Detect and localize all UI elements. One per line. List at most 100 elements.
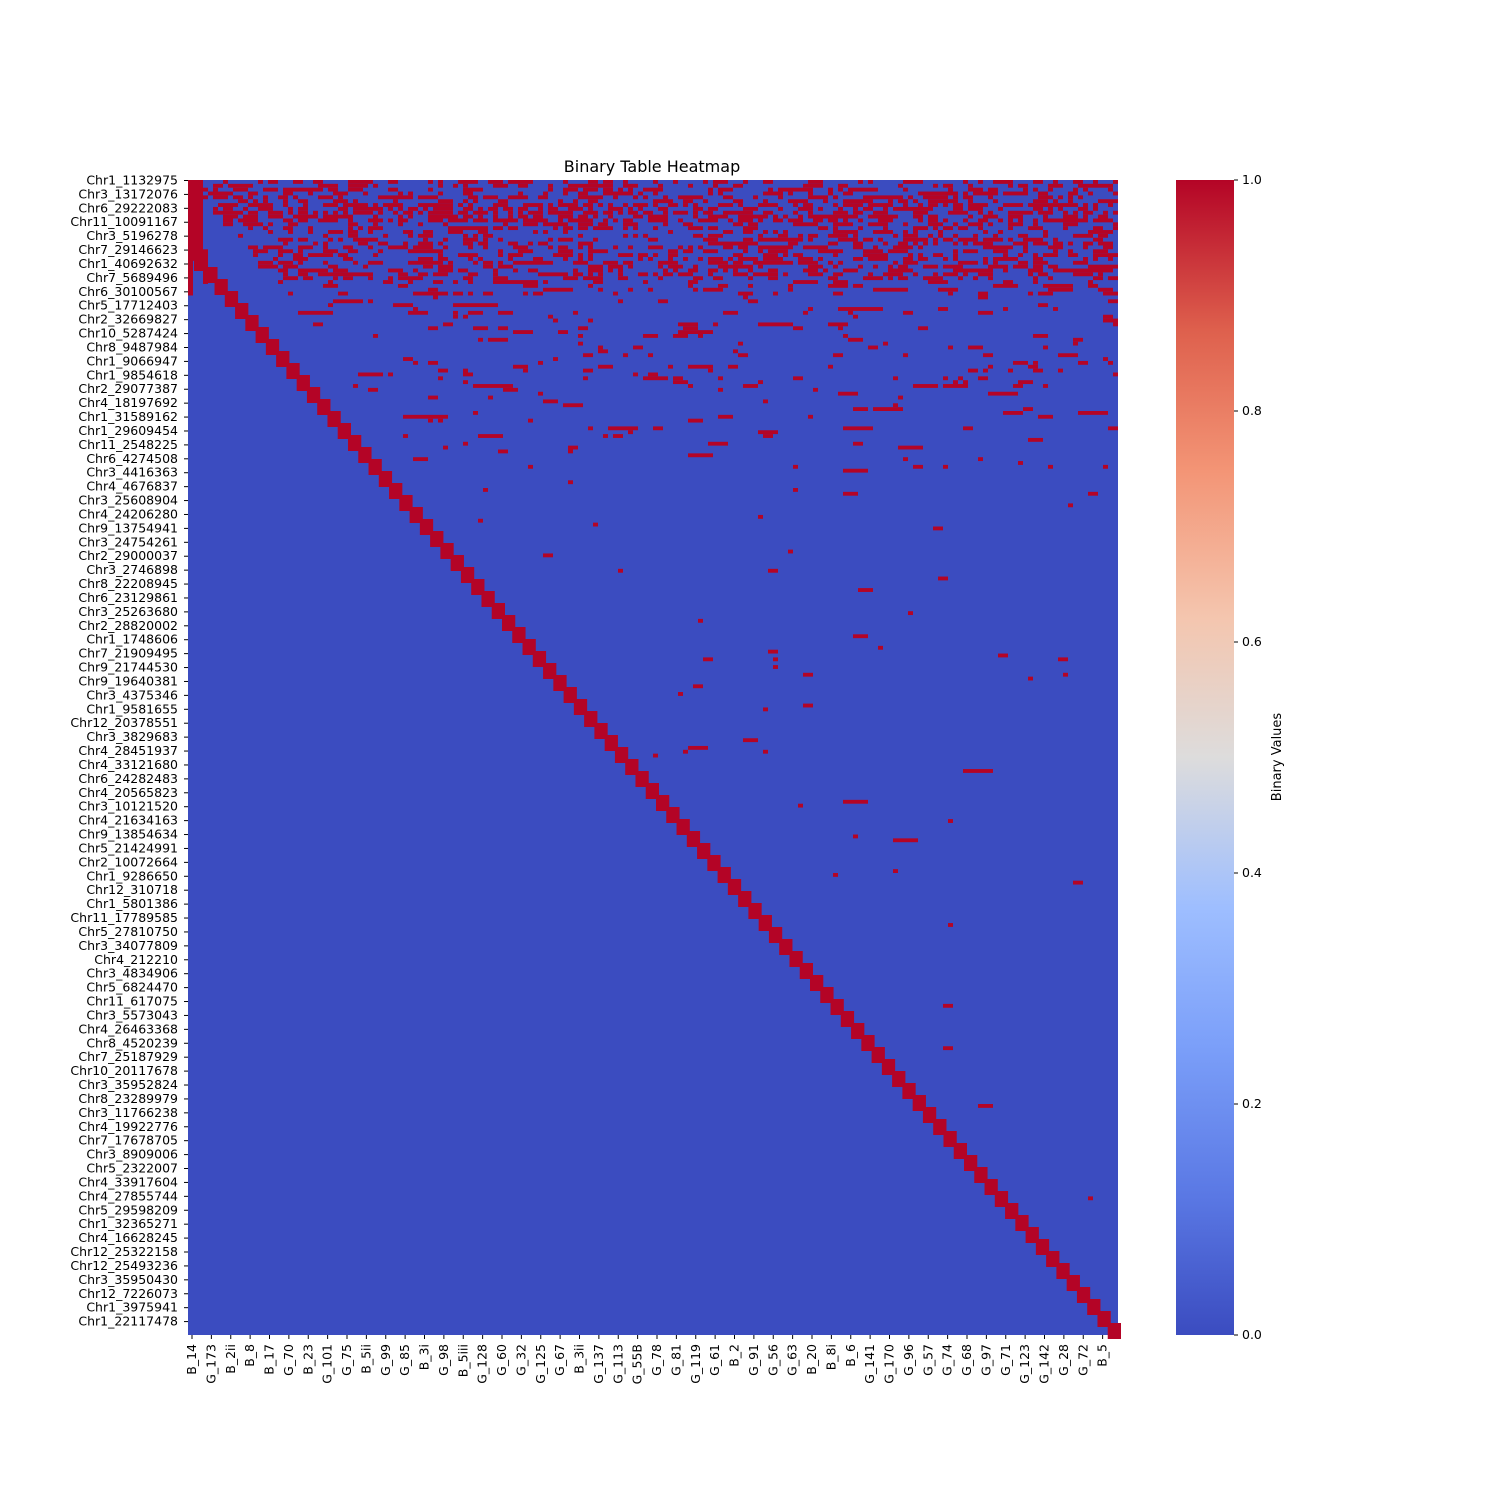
heatmap-cell	[678, 245, 683, 250]
heatmap-cell	[383, 203, 403, 207]
heatmap-cell	[893, 206, 933, 211]
heatmap-cell	[488, 206, 498, 211]
heatmap-cell	[458, 203, 463, 207]
heatmap-cell	[543, 287, 573, 292]
heatmap-cell	[943, 203, 948, 207]
heatmap-cell	[558, 203, 578, 207]
heatmap-cell	[663, 272, 673, 277]
heatmap-cell	[308, 253, 333, 257]
heatmap-cell	[913, 464, 923, 469]
heatmap-cell	[288, 210, 293, 215]
heatmap-cell	[733, 199, 743, 204]
heatmap-cell	[453, 314, 458, 319]
heatmap-cell	[528, 210, 543, 215]
heatmap-diagonal-cell	[881, 1059, 896, 1075]
heatmap-diagonal-cell	[840, 1011, 855, 1027]
heatmap-cell	[758, 237, 803, 242]
heatmap-cell	[593, 237, 598, 242]
heatmap-cell	[393, 210, 398, 215]
heatmap-cell	[233, 195, 243, 200]
heatmap-cell	[318, 195, 333, 200]
heatmap-cell	[343, 257, 353, 261]
heatmap-cell	[558, 214, 573, 219]
heatmap-cell	[843, 426, 873, 431]
heatmap-cell	[803, 183, 823, 188]
heatmap-cell	[653, 753, 658, 758]
x-tick-label: G_61	[707, 1344, 722, 1376]
heatmap-cell	[213, 195, 228, 200]
heatmap-cell	[498, 237, 503, 242]
heatmap-cell	[263, 199, 268, 204]
heatmap-cell	[653, 180, 658, 184]
heatmap-cell	[283, 272, 288, 277]
x-tick-label: G_142	[1037, 1344, 1052, 1384]
heatmap-cell	[708, 226, 718, 231]
heatmap-cell	[1028, 437, 1043, 442]
heatmap-cell	[638, 272, 648, 277]
heatmap-cell	[498, 449, 508, 454]
heatmap-cell	[708, 268, 718, 273]
heatmap-cell	[1098, 287, 1113, 292]
heatmap-cell	[313, 322, 323, 327]
heatmap-cell	[758, 322, 793, 327]
x-tick-label: G_63	[785, 1344, 800, 1376]
heatmap-cell	[693, 203, 698, 207]
heatmap-cell	[1103, 245, 1113, 250]
heatmap-cell	[733, 349, 738, 354]
heatmap-cell	[978, 291, 988, 296]
heatmap-cell	[453, 280, 458, 284]
heatmap-cell	[333, 268, 348, 273]
heatmap-cell	[1113, 372, 1118, 377]
heatmap-cell	[403, 434, 408, 438]
heatmap-cell	[913, 226, 928, 231]
heatmap-cell	[423, 230, 433, 234]
heatmap-cell	[468, 291, 473, 296]
heatmap-cell	[678, 322, 698, 327]
heatmap-cell	[928, 233, 933, 238]
heatmap-cell	[398, 218, 408, 223]
heatmap-cell	[343, 276, 353, 281]
heatmap-cell	[378, 241, 388, 246]
heatmap-cell	[783, 214, 788, 219]
heatmap-cell	[688, 418, 703, 423]
heatmap-cell	[1008, 226, 1013, 231]
heatmap-cell	[783, 253, 788, 257]
heatmap-cell	[893, 376, 898, 381]
heatmap-cell	[793, 326, 803, 331]
heatmap-cell	[493, 218, 518, 223]
heatmap-cell	[1008, 210, 1033, 215]
x-tick-label: G_85	[397, 1344, 412, 1376]
heatmap-cell	[948, 923, 953, 927]
heatmap-cell	[318, 183, 338, 188]
heatmap-cell	[903, 180, 923, 184]
heatmap-cell	[1008, 218, 1013, 223]
y-tick-label: Chr9_13854634	[78, 827, 178, 842]
heatmap-diagonal-cell	[614, 747, 629, 763]
heatmap-cell	[1093, 218, 1113, 223]
y-tick-label: Chr6_30100567	[78, 284, 178, 299]
heatmap-cell	[633, 345, 643, 350]
heatmap-cell	[463, 372, 473, 377]
y-tick-label: Chr1_1132975	[86, 173, 178, 188]
heatmap-cell	[368, 245, 373, 250]
heatmap-cell	[853, 210, 863, 215]
heatmap-cell	[1048, 276, 1053, 281]
heatmap-cell	[963, 180, 968, 184]
heatmap-cell	[1033, 253, 1038, 257]
heatmap-cell	[558, 199, 563, 204]
heatmap-cell	[618, 276, 628, 281]
y-tick-label: Chr5_17712403	[78, 298, 178, 313]
heatmap-cell	[578, 253, 583, 257]
heatmap-cell	[673, 210, 688, 215]
heatmap-cell	[1013, 360, 1028, 365]
heatmap-diagonal-cell	[1056, 1263, 1070, 1279]
heatmap-cell	[568, 183, 613, 188]
heatmap-diagonal-cell	[235, 303, 249, 319]
heatmap-cell	[588, 180, 598, 184]
heatmap-cell	[473, 233, 478, 238]
heatmap-cell	[888, 199, 893, 204]
heatmap-cell	[898, 445, 923, 450]
heatmap-cell	[1003, 253, 1008, 257]
heatmap-cell	[658, 299, 668, 304]
y-tick-label: Chr1_29609454	[78, 423, 178, 438]
